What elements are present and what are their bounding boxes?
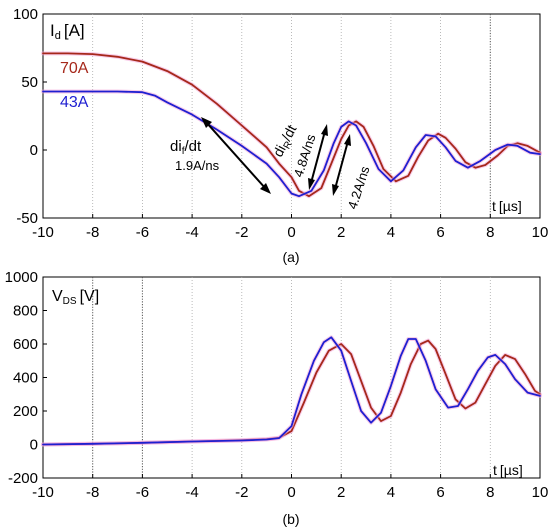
series-label-70a: 70A [60, 60, 89, 77]
panel-a-x-tick-label: 2 [337, 224, 345, 241]
annotation-dif-dt-arrow [201, 117, 271, 194]
panel-a-x-tick-label: -8 [86, 224, 99, 241]
panel-b-x-tick-label: -4 [185, 484, 198, 501]
panel-b-y-tick-label: 800 [13, 303, 38, 320]
annotation-dif-dt-value: 1.9A/ns [175, 158, 220, 173]
panel-b-x-tick-labels: -10 -8 -6 -4 -2 0 2 4 6 8 10 [32, 474, 548, 501]
panel-b-x-tick-label: -8 [86, 484, 99, 501]
panel-a-series [41, 51, 542, 199]
panel-b-series-line-43a [42, 336, 541, 446]
panel-b-x-tick-label: 4 [387, 484, 395, 501]
panel-a-x-tick-label: 6 [436, 224, 444, 241]
panel-a-x-tick-labels: -10 -8 -6 -4 -2 0 2 4 6 8 10 [32, 214, 548, 241]
panel-b-y-tick-label: 200 [13, 403, 38, 420]
panel-b-y-tick-label: 400 [13, 370, 38, 387]
panel-b-x-tick-label: -2 [235, 484, 248, 501]
panel-b-x-axis-label: t [µs] [493, 462, 523, 478]
panel-a-x-tick-label: -6 [136, 224, 149, 241]
panel-a-y-axis-label: Id [A] [50, 21, 85, 42]
panel-b-x-tick-label: 0 [287, 484, 295, 501]
panel-b-x-tick-label: 2 [337, 484, 345, 501]
panel-a-x-axis-label: t [µs] [492, 198, 522, 214]
panel-a-y-tick-label: 0 [30, 142, 38, 159]
panel-b-y-tick-label: -200 [8, 470, 38, 487]
annotation-4-8-arrow [308, 124, 328, 190]
panel-a-current-chart: -10 -8 -6 -4 -2 0 2 4 6 8 10 100 50 0 -50 Id [A] t [µs]… [13, 6, 548, 265]
panel-b-x-tick-label: -6 [136, 484, 149, 501]
panel-b-y-tick-label: 600 [13, 336, 38, 353]
panel-b-y-tick-labels: 1000 800 600 400 200 0 -200 [5, 269, 47, 487]
panel-b-series [41, 335, 542, 447]
panel-a-series-line-70a [42, 52, 541, 198]
annotation-dif-dt: dif/dt [170, 138, 202, 157]
panel-a-x-tick-label: -4 [185, 224, 198, 241]
panel-b-gridlines [92, 277, 491, 478]
panel-a-x-tick-label: 4 [387, 224, 395, 241]
panel-b-voltage-chart: -10 -8 -6 -4 -2 0 2 4 6 8 10 1000 800 600 400 200 0 -200… [5, 269, 549, 527]
panel-b-y-tick-label: 1000 [5, 269, 38, 286]
annotation-dir-dt: diR/dt [270, 122, 303, 161]
panel-b-x-tick-label: -10 [32, 484, 54, 501]
panel-b-y-axis-label: VDS [V] [52, 288, 99, 307]
panel-a-y-tick-label: 50 [21, 74, 38, 91]
panel-a-caption: (a) [282, 249, 299, 265]
panel-a-x-tick-label: 10 [532, 224, 549, 241]
panel-a-x-tick-label: 8 [486, 224, 494, 241]
panel-b-y-tick-label: 0 [30, 437, 38, 454]
panel-a-series-line-43a [42, 90, 541, 198]
panel-b-x-tick-label: 10 [532, 484, 549, 501]
panel-a-y-tick-label: 100 [13, 6, 38, 23]
panel-a-x-tick-label: -2 [235, 224, 248, 241]
panel-a-y-tick-label: -50 [16, 210, 38, 227]
panel-b-x-tick-label: 8 [486, 484, 494, 501]
panel-b-caption: (b) [282, 511, 299, 527]
panel-a-x-tick-label: 0 [287, 224, 295, 241]
panel-b-x-tick-label: 6 [436, 484, 444, 501]
annotation-4-2-arrow [332, 134, 351, 196]
series-label-43a: 43A [60, 94, 89, 111]
panel-a-y-tick-labels: 100 50 0 -50 [13, 6, 47, 227]
panel-a-x-tick-label: -10 [32, 224, 54, 241]
